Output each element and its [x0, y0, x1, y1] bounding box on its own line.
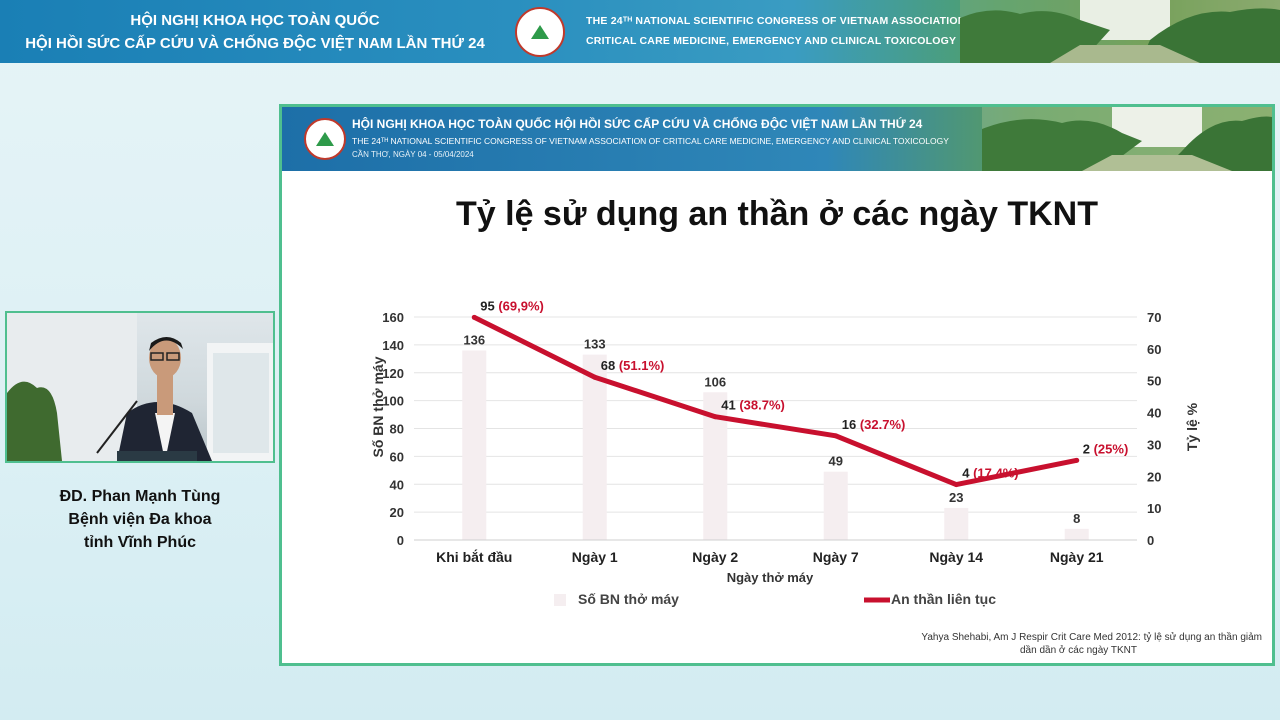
y-tick-label: 80 — [390, 422, 404, 437]
bar — [823, 471, 848, 540]
y-tick-label: 140 — [382, 338, 404, 353]
y2-tick-label: 60 — [1147, 342, 1161, 357]
line-value-label: 2 (25%) — [1083, 441, 1129, 456]
y2-tick-label: 0 — [1147, 533, 1154, 548]
congress-logo — [515, 7, 565, 57]
bar-value-label: 136 — [463, 332, 485, 347]
bar-value-label: 133 — [584, 337, 606, 352]
line-point — [953, 482, 959, 488]
speaker-caption: ĐD. Phan Mạnh Tùng Bệnh viện Đa khoa tỉn… — [0, 485, 280, 554]
line-count-label: 41 — [721, 398, 739, 413]
slide-banner-line2: THE 24ᵀᴴ NATIONAL SCIENTIFIC CONGRESS OF… — [352, 136, 949, 146]
chart-labels: 136 133 106 49 23 8 95 (69,9%) 68 (51.1%) 41 (38… — [463, 298, 1128, 526]
line-value-label: 41 (38.7%) — [721, 398, 785, 413]
legend-line-label: An thần liên tục — [891, 591, 996, 607]
y2-tick-label: 70 — [1147, 310, 1161, 325]
slide-banner: HỘI NGHỊ KHOA HỌC TOÀN QUỐC HỘI HỒI SỨC … — [282, 107, 1272, 171]
slide-title: Tỷ lệ sử dụng an thần ở các ngày TKNT — [456, 195, 1098, 233]
line-value-label: 16 (32.7%) — [842, 417, 906, 432]
sedation-chart: 0 20 40 60 80 100 120 140 160 0 10 20 30 40 50 60 70 Khi … — [370, 298, 1200, 607]
line-point — [712, 414, 718, 420]
bar-value-label: 106 — [704, 374, 726, 389]
y-tick-label: 0 — [397, 533, 404, 548]
x-tick-label: Ngày 2 — [692, 549, 738, 565]
chart-bars — [462, 350, 1089, 540]
series-line — [473, 315, 1078, 488]
y2-tick-label: 50 — [1147, 374, 1161, 389]
slide-congress-logo — [304, 118, 346, 160]
speaker-org-line2: tỉnh Vĩnh Phúc — [84, 534, 196, 551]
mountain-icon — [531, 25, 549, 39]
y-tick-label: 40 — [390, 477, 404, 492]
banner-vi-line1: HỘI NGHỊ KHOA HỌC TOÀN QUỐC — [130, 12, 380, 29]
bar — [944, 507, 969, 540]
y-axis-label: Số BN thở máy — [370, 356, 386, 457]
line-pct-label: (32.7%) — [860, 417, 906, 432]
bar — [1064, 528, 1089, 540]
citation-line2: dần dần ở các ngày TKNT — [1020, 645, 1137, 656]
slide-river-landscape-image — [982, 107, 1272, 171]
speaker-webcam-video — [5, 311, 275, 463]
speaker-name: ĐD. Phan Mạnh Tùng — [59, 488, 221, 505]
chart-line — [471, 314, 1080, 488]
y2-tick-label: 40 — [1147, 406, 1161, 421]
line-pct-label: (17.4%) — [973, 466, 1019, 481]
top-banner: HỘI NGHỊ KHOA HỌC TOÀN QUỐC HỘI HỒI SỨC … — [0, 0, 1280, 63]
line-point — [592, 374, 598, 380]
y-tick-label: 120 — [382, 366, 404, 381]
y2-axis-label: Tỷ lệ % — [1184, 402, 1200, 451]
y2-tick-label: 10 — [1147, 501, 1161, 516]
y-tick-label: 60 — [390, 449, 404, 464]
line-point — [471, 314, 477, 320]
y2-tick-label: 30 — [1147, 437, 1161, 452]
bar — [582, 354, 607, 540]
y-tick-label: 20 — [390, 505, 404, 520]
line-value-label: 4 (17.4%) — [962, 466, 1018, 481]
presentation-slide: HỘI NGHỊ KHOA HỌC TOÀN QUỐC HỘI HỒI SỨC … — [279, 104, 1275, 666]
bar — [462, 350, 487, 540]
banner-vi-line2: HỘI HỒI SỨC CẤP CỨU VÀ CHỐNG ĐỘC VIỆT NA… — [25, 35, 485, 52]
legend-bar-label: Số BN thở máy — [578, 591, 679, 607]
bar-value-label: 49 — [829, 454, 843, 469]
line-value-label: 68 (51.1%) — [601, 358, 665, 373]
line-count-label: 16 — [842, 417, 860, 432]
citation-line1: Yahya Shehabi, Am J Respir Crit Care Med… — [921, 632, 1262, 643]
speaker-figure — [7, 313, 273, 461]
river-landscape-image — [960, 0, 1280, 63]
slide-banner-line3: CẦN THƠ, NGÀY 04 - 05/04/2024 — [352, 150, 474, 159]
x-axis-label: Ngày thở máy — [727, 570, 814, 585]
line-value-label: 95 (69,9%) — [480, 298, 544, 313]
citation: Yahya Shehabi, Am J Respir Crit Care Med… — [842, 631, 1262, 657]
line-count-label: 4 — [962, 466, 973, 481]
y-tick-label: 100 — [382, 394, 404, 409]
legend-bar-swatch — [554, 594, 566, 606]
bar-value-label: 23 — [949, 490, 963, 505]
bar-value-label: 8 — [1073, 511, 1080, 526]
line-point — [1074, 457, 1080, 463]
x-tick-label: Ngày 7 — [813, 549, 859, 565]
line-pct-label: (69,9%) — [498, 298, 544, 313]
chart-axes: 0 20 40 60 80 100 120 140 160 0 10 20 30 40 50 60 70 Khi … — [382, 310, 1161, 565]
x-tick-label: Ngày 1 — [572, 549, 618, 565]
line-pct-label: (51.1%) — [619, 358, 665, 373]
x-tick-label: Ngày 21 — [1050, 549, 1104, 565]
slide-banner-line1: HỘI NGHỊ KHOA HỌC TOÀN QUỐC HỘI HỒI SỨC … — [352, 117, 923, 131]
line-count-label: 95 — [480, 298, 498, 313]
x-tick-label: Ngày 14 — [929, 549, 983, 565]
line-pct-label: (25%) — [1094, 441, 1129, 456]
y2-tick-label: 20 — [1147, 469, 1161, 484]
slide-mountain-icon — [316, 132, 334, 146]
banner-en-line2: CRITICAL CARE MEDICINE, EMERGENCY AND CL… — [586, 35, 957, 47]
banner-en-line1: THE 24ᵀᴴ NATIONAL SCIENTIFIC CONGRESS OF… — [586, 15, 984, 27]
speaker-org-line1: Bệnh viện Đa khoa — [68, 511, 212, 528]
line-point — [833, 433, 839, 439]
y-tick-label: 160 — [382, 310, 404, 325]
line-count-label: 68 — [601, 358, 619, 373]
line-count-label: 2 — [1083, 441, 1094, 456]
line-pct-label: (38.7%) — [739, 398, 785, 413]
x-tick-label: Khi bắt đầu — [436, 548, 512, 565]
